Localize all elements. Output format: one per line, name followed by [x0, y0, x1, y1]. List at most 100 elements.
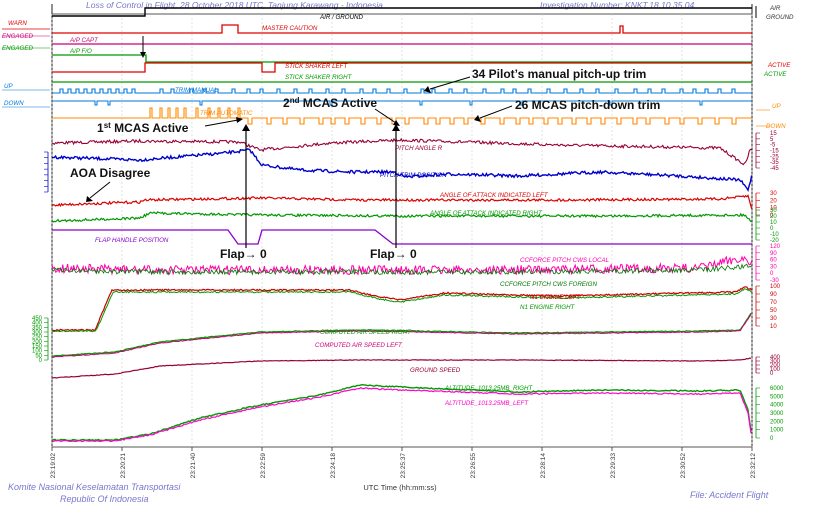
- x-tick-label: 23:21:40: [190, 453, 197, 479]
- param-label-flap-handle: FLAP HANDLE POSITION: [95, 237, 169, 244]
- track-label-air-ground: AIR / GROUND: [319, 14, 364, 21]
- altitude-tick-label: 3000: [770, 411, 784, 417]
- pitch-angle-tick-label: -25: [770, 154, 779, 160]
- annotation-flap-0-first: Flap→ 0: [220, 247, 267, 261]
- ccforce-tick-label: 120: [770, 244, 781, 250]
- flap-0-first-arrowhead: [242, 124, 250, 131]
- track-label-ap-fo: A/P F/O: [69, 48, 92, 55]
- stick-shaker-left-line: [52, 62, 752, 73]
- track-label-stick-shaker-left: STICK SHAKER LEFT: [285, 63, 348, 70]
- aoa-right-line: [51, 211, 752, 223]
- altitude-right-line: [51, 383, 752, 442]
- mcas-2-arrowhead: [393, 120, 400, 126]
- x-tick-label: 23:22:59: [260, 453, 267, 479]
- altitude-tick-label: 0: [770, 436, 774, 442]
- annotation-flap-0-second: Flap→ 0: [370, 247, 417, 261]
- ground-speed-tick-label: 0: [770, 371, 774, 377]
- cas-left-line: [51, 314, 752, 358]
- cas-tick-label: 450: [32, 316, 43, 322]
- altitude-tick-label: 4000: [770, 403, 784, 409]
- n1-tick-label: 100: [770, 284, 781, 290]
- annotation-aoa-disagree: AOA Disagree: [70, 166, 151, 180]
- trim-manual-down-line: [52, 100, 752, 106]
- param-label-pitch-trim: PITCH TRIM POSITION: [380, 172, 447, 179]
- aoa-left-tick-label: 30: [770, 191, 777, 197]
- x-tick-label: 23:32:12: [750, 453, 757, 479]
- param-label-aoa-left: ANGLE OF ATTACK INDICATED LEFT: [439, 192, 549, 199]
- mcas-1-arrow: [204, 119, 239, 127]
- ccforce-foreign-line: [51, 263, 752, 276]
- footer-country: Republic Of Indonesia: [60, 494, 149, 504]
- ccforce-tick-label: 0: [770, 271, 774, 277]
- cas-right-line: [51, 312, 752, 357]
- flap-0-second-arrowhead: [392, 124, 400, 131]
- n1-tick-label: 90: [770, 292, 777, 298]
- param-label-altitude-left: ALTITUDE_1013.25MB_LEFT: [444, 400, 529, 407]
- annotation-mcas-2: 2nd MCAS Active: [283, 96, 377, 110]
- aoa-right-tick-label: -10: [770, 232, 779, 238]
- trim-manual-line: [52, 88, 752, 94]
- trim-down-label: DOWN: [4, 100, 24, 107]
- x-tick-label: 23:25:37: [400, 453, 407, 479]
- altitude-tick-label: 1000: [770, 428, 784, 434]
- aoa-disagree-arrow: [89, 181, 111, 199]
- ccforce-tick-label: 60: [770, 258, 777, 264]
- footer-file: File: Accident Flight: [690, 490, 769, 500]
- manual-trim-arrow: [429, 76, 471, 90]
- chart-title: Loss of Control in Flight, 28 October 20…: [86, 0, 383, 10]
- ground-label: GROUND: [766, 14, 794, 21]
- track-label-master-caution: MASTER CAUTION: [262, 25, 318, 32]
- aoa-right-tick-label: 10: [770, 220, 777, 226]
- aoa-right-tick-label: 30: [770, 208, 777, 214]
- cas-tick-label: 150: [32, 344, 43, 350]
- footer-org: Komite Nasional Keselamatan Transportasi: [8, 482, 181, 492]
- annotation-manual-trim: 34 Pilot’s manual pitch-up trim: [472, 67, 646, 81]
- n1-right-line: [51, 288, 752, 333]
- stick-shaker-left-active-label: ACTIVE: [767, 62, 791, 69]
- param-label-aoa-right: ANGLE OF ATTACK INDICATED RIGHT: [429, 210, 543, 217]
- altitude-tick-label: 6000: [770, 386, 784, 392]
- pitch-angle-tick-label: -5: [770, 143, 776, 149]
- ground-speed-tick-label: 400: [770, 355, 781, 361]
- track-label-stick-shaker-right: STICK SHAKER RIGHT: [285, 74, 353, 81]
- aoa-right-tick-label: 20: [770, 214, 777, 220]
- cas-tick-label: 200: [32, 339, 43, 345]
- annotation-mcas-1: 1st MCAS Active: [97, 121, 189, 135]
- flap-handle-line: [52, 229, 752, 245]
- annotation-mcas-pitch-down: 26 MCAS pitch-down trim: [515, 98, 660, 112]
- n1-tick-label: 50: [770, 308, 777, 314]
- pitch-angle-tick-label: 5: [770, 137, 774, 143]
- altitude-left-line: [51, 386, 752, 443]
- param-label-cas-right: COMPUTED AIR SPEED RIGHT: [320, 329, 412, 336]
- mcas-1-arrowhead: [236, 117, 243, 123]
- ccforce-tick-label: 90: [770, 251, 777, 257]
- track-label-trim-automatic: TRIM AUTOMATIC: [200, 110, 253, 117]
- x-tick-label: 23:26:55: [470, 453, 477, 479]
- pitch-angle-tick-label: 15: [770, 131, 777, 137]
- param-label-n1-right: N1 ENGINE RIGHT: [520, 304, 576, 311]
- mcas-pitch-down-arrow: [479, 105, 513, 119]
- param-label-ccforce-local: CCFORCE PITCH CWS LOCAL: [520, 257, 610, 264]
- pitch-trim-line: [51, 148, 753, 193]
- cas-tick-label: 50: [35, 353, 42, 359]
- air-ground-line: [52, 7, 752, 17]
- investigation-number: Investigation Number: KNKT.18.10.35.04: [540, 0, 694, 10]
- mcas-pitch-down-arrowhead: [474, 115, 481, 122]
- param-label-pitch-angle: PITCH ANGLE R: [395, 145, 443, 152]
- ap-fo-engaged-label: ENGAGED: [2, 45, 33, 52]
- cas-tick-label: 300: [32, 330, 43, 336]
- manual-trim-arrowhead: [424, 86, 431, 93]
- ground-speed-tick-label: 200: [770, 363, 781, 369]
- master-caution-line: [52, 24, 752, 34]
- trim-automatic-line: [52, 107, 752, 125]
- n1-tick-label: 70: [770, 300, 777, 306]
- pitch-angle-line: [51, 137, 752, 166]
- aoa-right-tick-label: 0: [770, 226, 774, 232]
- cas-tick-label: 0: [39, 358, 43, 364]
- aoa-left-tick-label: 0: [770, 213, 774, 219]
- n1-tick-label: 10: [770, 324, 777, 330]
- pitch-angle-tick-label: -35: [770, 160, 779, 166]
- aoa-left-tick-label: 20: [770, 198, 777, 204]
- x-axis-label: UTC Time (hh:mm:ss): [363, 483, 437, 492]
